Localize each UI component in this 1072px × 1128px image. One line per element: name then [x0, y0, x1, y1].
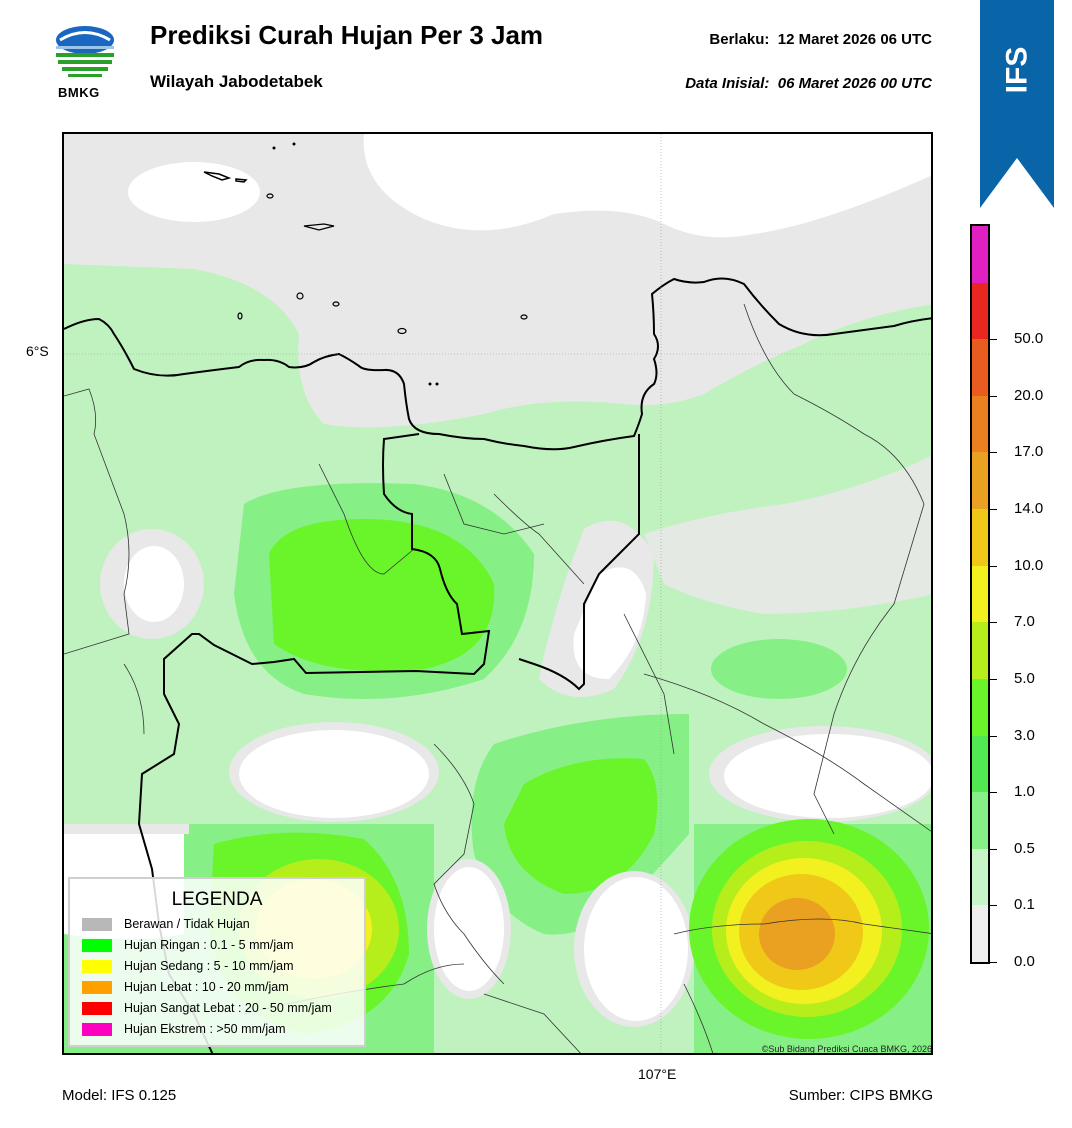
- rain-patch-east: [711, 639, 847, 699]
- colorbar-tick-label: 3.0: [1014, 726, 1035, 744]
- colorbar-tick: [990, 678, 997, 680]
- colorbar-tick: [990, 962, 997, 963]
- legend-swatch-heavy: [82, 980, 112, 994]
- colorbar-tick: [990, 565, 997, 567]
- colorbar-segment: [972, 509, 988, 566]
- initial-time: Data Inisial: 06 Maret 2026 00 UTC: [685, 75, 932, 92]
- colorbar-tick: [990, 452, 997, 454]
- colorbar-tick-label: 5.0: [1014, 669, 1035, 687]
- rain-core-south: [504, 758, 658, 894]
- ifs-badge-label: IFS: [999, 46, 1033, 94]
- copyright-text: ©Sub Bidang Prediksi Cuaca BMKG, 2026: [761, 1044, 932, 1054]
- valid-time: Berlaku: 12 Maret 2026 06 UTC: [709, 31, 932, 48]
- legend-swatch-moderate: [82, 959, 112, 973]
- island: [237, 312, 243, 320]
- island: [397, 327, 407, 335]
- colorbar-segment: [972, 452, 988, 510]
- clear-area-north: [363, 134, 931, 238]
- colorbar-segment: [972, 226, 988, 283]
- legend-swatch-cloudy: [82, 917, 112, 931]
- clear-area-se-core: [724, 734, 931, 818]
- map-canvas: [64, 134, 931, 1053]
- colorbar-segment: [972, 395, 988, 453]
- clear-area-south-2-core: [584, 877, 688, 1021]
- island: [428, 382, 432, 386]
- colorbar-tick: [990, 339, 997, 341]
- colorbar-tick: [990, 735, 997, 737]
- clear-area-sw-core: [239, 730, 429, 818]
- colorbar-segment: [972, 339, 988, 396]
- colorbar-tick-label: 10.0: [1014, 556, 1044, 574]
- ifs-ribbon-badge: [980, 0, 1054, 208]
- colorbar-tick: [990, 792, 997, 794]
- legend-item: Hujan Ekstrem : >50 mm/jam: [82, 1022, 286, 1036]
- bmkg-logo-icon: [56, 26, 114, 77]
- model-label: Model: IFS 0.125: [62, 1087, 177, 1104]
- colorbar-tick: [990, 395, 997, 397]
- colorbar-segment: [972, 282, 988, 340]
- province-border: [518, 434, 640, 691]
- island: [303, 223, 335, 231]
- colorbar-segment: [972, 848, 988, 906]
- colorbar-segment: [972, 735, 988, 793]
- colorbar-tick-label: 17.0: [1014, 443, 1044, 461]
- legend-title: LEGENDA: [171, 889, 263, 910]
- colorbar-tick: [990, 905, 997, 907]
- island: [296, 292, 304, 300]
- logo-text: BMKG: [58, 85, 100, 100]
- colorbar-segment: [972, 678, 988, 736]
- island: [520, 314, 528, 320]
- colorbar-tick-label: 0.1: [1014, 896, 1035, 914]
- legend-swatch-light: [82, 938, 112, 952]
- coastline: [64, 277, 931, 451]
- colorbar-segment: [972, 792, 988, 849]
- legend-item: Hujan Sedang : 5 - 10 mm/jam: [82, 959, 294, 973]
- island: [435, 382, 439, 386]
- clear-area-south-1-core: [434, 867, 504, 991]
- clear-area-center: [573, 567, 646, 679]
- legend-item: Hujan Sangat Lebat : 20 - 50 mm/jam: [82, 1001, 332, 1015]
- colorbar-segment: [972, 622, 988, 679]
- colorbar-tick: [990, 509, 997, 511]
- legend-item: Hujan Lebat : 10 - 20 mm/jam: [82, 980, 289, 994]
- colorbar-segment: [972, 565, 988, 623]
- island: [235, 178, 248, 183]
- rain-core-central: [269, 519, 495, 672]
- longitude-label: 107°E: [638, 1066, 677, 1082]
- legend-swatch-very-heavy: [82, 1001, 112, 1015]
- colorbar-tick-label: 0.5: [1014, 839, 1035, 857]
- legend-item: Berawan / Tidak Hujan: [82, 917, 250, 931]
- page-title: Prediksi Curah Hujan Per 3 Jam: [150, 20, 544, 50]
- colorbar-tick-label: 20.0: [1014, 386, 1044, 404]
- province-border: [137, 433, 491, 1053]
- colorbar-tick-label: 7.0: [1014, 613, 1035, 631]
- source-label: Sumber: CIPS BMKG: [788, 1087, 933, 1104]
- colorbar-tick: [990, 848, 997, 850]
- island: [266, 193, 274, 199]
- cloudy-area-east: [644, 455, 931, 614]
- clear-area-nw: [128, 162, 260, 222]
- legend-item: Hujan Ringan : 0.1 - 5 mm/jam: [82, 938, 294, 952]
- island: [203, 171, 232, 181]
- colorbar-tick-label: 14.0: [1014, 500, 1044, 518]
- colorbar-tick-label: 50.0: [1014, 330, 1044, 348]
- latitude-label: 6°S: [26, 343, 49, 359]
- colorbar: [970, 224, 990, 964]
- regency-borders: [64, 303, 931, 1053]
- island: [332, 301, 340, 307]
- colorbar-tick: [990, 622, 997, 624]
- island: [272, 146, 276, 150]
- colorbar-tick-label: 1.0: [1014, 783, 1035, 801]
- clear-area-south-west-edge: [64, 824, 189, 834]
- island: [292, 142, 296, 146]
- map-legend: LEGENDA Berawan / Tidak Hujan Hujan Ring…: [68, 877, 366, 1047]
- colorbar-tick-label: 0.0: [1014, 953, 1035, 970]
- colorbar-segment: [972, 905, 988, 962]
- rain-cell-se-heavy2: [759, 898, 835, 970]
- clear-area-west-core: [124, 546, 184, 622]
- legend-swatch-extreme: [82, 1022, 112, 1036]
- page-subtitle: Wilayah Jabodetabek: [150, 72, 323, 91]
- rainfall-map: [62, 132, 933, 1055]
